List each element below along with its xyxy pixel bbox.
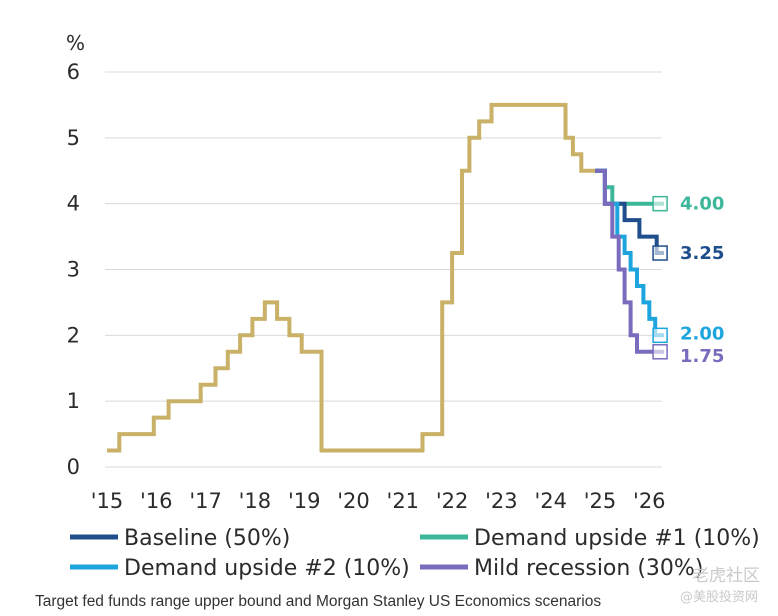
y-axis-unit-label: % [66,31,85,55]
x-tick-label: '21 [387,489,420,513]
end-label-demand-upside-2-10: 2.00 [680,323,724,344]
end-label-mild-recession-30: 1.75 [680,346,724,367]
x-tick-label: '16 [140,489,173,513]
end-marker-demand-upside-1-10 [652,195,668,212]
x-tick-label: '23 [485,489,518,513]
gridlines [105,71,662,468]
y-tick-label: 3 [67,258,80,282]
x-tick-label: '24 [534,489,567,513]
x-tick-label: '20 [337,489,370,513]
y-tick-label: 1 [67,389,80,413]
x-tick-label: '15 [91,489,124,513]
x-tick-label: '19 [288,489,321,513]
legend-label-demand-upside-2-10: Demand upside #2 (10%) [124,556,410,581]
y-tick-label: 0 [67,455,80,479]
legend-label-demand-upside-1-10: Demand upside #1 (10%) [474,526,760,551]
legend-label-baseline-50: Baseline (50%) [124,526,290,551]
y-tick-label: 4 [67,192,80,216]
y-tick-label: 5 [67,126,80,150]
y-tick-label: 2 [67,323,80,347]
x-tick-label: '22 [436,489,469,513]
watermark-subtext: @美股投资网 [679,590,758,605]
series-line-demand-upside-2-10 [595,168,665,338]
legend-label-mild-recession-30: Mild recession (30%) [474,556,703,581]
x-tick-label: '25 [584,489,617,513]
end-markers [652,195,668,360]
series-lines [107,102,665,453]
y-axis-ticks: 0 1 2 3 4 5 6 [67,60,80,479]
x-axis-ticks: '15 '16 '17 '18 '19 '20 '21 '22 '23 '24 '25 '26 [91,489,666,513]
end-marker-baseline-50 [652,245,668,261]
chart-caption: Target fed funds range upper bound and M… [35,593,602,610]
x-tick-label: '18 [239,489,272,513]
end-label-baseline-50: 3.25 [680,243,724,264]
x-tick-label: '17 [189,489,222,513]
end-value-labels: 4.00 3.25 2.001.75 [680,194,724,367]
y-tick-label: 6 [67,60,80,84]
series-line-mild-recession-30 [595,168,665,354]
end-marker-demand-upside-2-10 [652,327,668,344]
history-line [107,102,600,453]
legend: Baseline (50%) Demand upside #1 (10%) Dema… [70,526,760,581]
watermark-text: 老虎社区 [692,566,760,586]
end-label-demand-upside-1-10: 4.00 [680,194,724,215]
fed-funds-chart: 0 1 2 3 4 5 6 % '15 '16 '17 '18 '19 '20 '21 '22 '23 '24… [66,31,760,581]
end-marker-mild-recession-30 [652,344,668,360]
x-tick-label: '26 [633,489,666,513]
